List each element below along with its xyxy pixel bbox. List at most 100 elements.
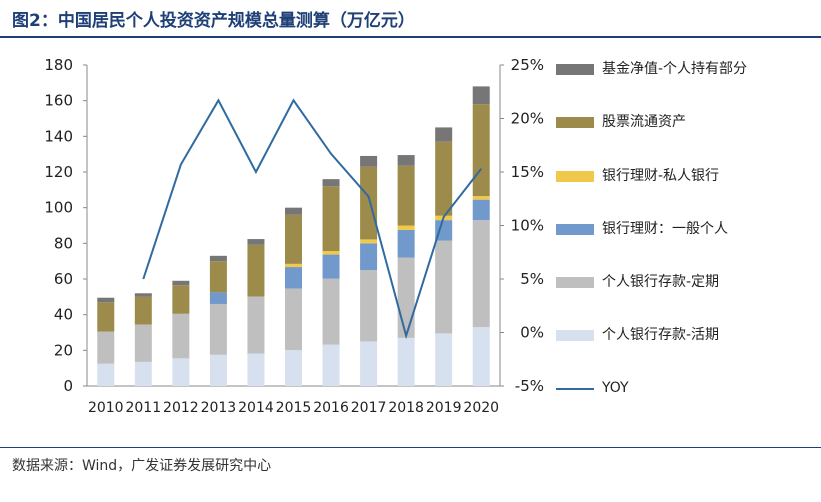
- bar-segment: [397, 225, 415, 230]
- bar-segment: [97, 297, 115, 303]
- page-title: 图2：中国居民个人投资资产规模总量测算（万亿元）: [12, 11, 415, 31]
- legend-label: 银行理财：一般个人: [602, 221, 728, 237]
- bar-segment: [285, 267, 302, 289]
- bar-segment: [209, 292, 227, 304]
- bar-segment: [285, 207, 302, 215]
- y-right-tick-label: 25%: [511, 56, 544, 74]
- bar-segment: [472, 220, 490, 328]
- bar-segment: [360, 243, 378, 271]
- x-tick-label: 2013: [201, 400, 237, 416]
- x-tick-label: 2010: [88, 400, 124, 416]
- y-right-tick-label: 15%: [511, 163, 544, 181]
- bar-segment: [247, 244, 265, 297]
- legend-swatch: [556, 277, 594, 288]
- bar-segment: [209, 303, 227, 355]
- bar-segment: [435, 141, 453, 216]
- legend-swatch: [556, 117, 594, 128]
- bar-segment: [97, 302, 115, 332]
- bar-segment: [397, 337, 415, 386]
- bar-segment: [360, 239, 378, 244]
- bar-segment: [397, 165, 415, 226]
- legend-label: 股票流通资产: [602, 114, 686, 130]
- legend-line-swatch: [556, 388, 594, 390]
- bar-segment: [435, 127, 453, 142]
- legend-label: 基金净值-个人持有部分: [602, 61, 748, 77]
- bar-segment: [285, 263, 302, 268]
- bar-segment: [435, 240, 453, 334]
- bar-segment: [172, 313, 190, 359]
- bar-segment: [172, 285, 190, 314]
- legend-label: 银行理财-私人银行: [602, 168, 720, 184]
- bar-segment: [322, 278, 340, 345]
- bar-segment: [360, 166, 378, 240]
- bar-segment: [472, 104, 490, 197]
- bar-segment: [247, 353, 265, 386]
- bar-segment: [247, 239, 265, 245]
- legend-swatch: [556, 330, 594, 341]
- footer-divider: [0, 447, 821, 448]
- bar-segment: [322, 254, 340, 279]
- bar-segment: [209, 354, 227, 386]
- bar-segment: [360, 155, 378, 167]
- x-tick-label: 2014: [238, 400, 274, 416]
- y-left-tick-label: 20: [54, 341, 73, 359]
- y-left-tick-label: 100: [44, 199, 73, 217]
- bar-segment: [172, 358, 190, 386]
- bar-segment: [285, 214, 302, 264]
- bar-segment: [472, 199, 490, 221]
- y-left-tick-label: 0: [63, 377, 73, 395]
- title-bar: 图2：中国居民个人投资资产规模总量测算（万亿元）: [0, 0, 821, 38]
- bar-segment: [97, 331, 115, 364]
- bar-segment: [209, 261, 227, 293]
- legend-label: 个人银行存款-定期: [602, 274, 720, 290]
- y-left-tick-label: 40: [54, 306, 73, 324]
- x-tick-label: 2012: [163, 400, 199, 416]
- x-tick-label: 2020: [463, 400, 499, 416]
- bar-segment: [322, 179, 340, 187]
- y-right-tick-label: 10%: [511, 217, 544, 235]
- bar-segment: [360, 270, 378, 342]
- bar-segment: [435, 333, 453, 386]
- bar-segment: [397, 155, 415, 166]
- bar-segment: [397, 229, 415, 258]
- bar-segment: [285, 288, 302, 350]
- bar-segment: [472, 327, 490, 386]
- x-tick-label: 2019: [426, 400, 462, 416]
- legend-swatch: [556, 224, 594, 235]
- y-left-tick-label: 160: [44, 92, 73, 110]
- bar-segment: [472, 86, 490, 105]
- bar-segment: [134, 293, 152, 297]
- data-source-note: 数据来源：Wind，广发证券发展研究中心: [12, 458, 272, 474]
- legend-swatch: [556, 171, 594, 182]
- y-left-tick-label: 140: [44, 127, 73, 145]
- bar-segment: [322, 251, 340, 255]
- y-left-tick-label: 60: [54, 270, 73, 288]
- x-tick-label: 2015: [276, 400, 312, 416]
- y-right-tick-label: 5%: [520, 270, 544, 288]
- y-right-tick-label: -5%: [515, 377, 544, 395]
- y-right-tick-label: 0%: [520, 324, 544, 342]
- legend-swatch: [556, 64, 594, 75]
- bar-segment: [209, 255, 227, 262]
- bar-segment: [172, 280, 190, 286]
- y-left-tick-label: 180: [44, 56, 73, 74]
- bar-segment: [134, 324, 152, 362]
- bar-segment: [134, 296, 152, 325]
- bar-segment: [435, 220, 453, 241]
- x-tick-label: 2016: [313, 400, 349, 416]
- bar-segment: [322, 344, 340, 386]
- y-left-tick-label: 120: [44, 163, 73, 181]
- yoy-line: [142, 98, 483, 340]
- x-tick-label: 2018: [388, 400, 424, 416]
- bar-segment: [322, 186, 340, 252]
- x-tick-label: 2017: [351, 400, 387, 416]
- legend-label: 个人银行存款-活期: [602, 327, 720, 343]
- y-right-tick-label: 20%: [511, 110, 544, 128]
- bar-segment: [247, 296, 265, 354]
- x-tick-label: 2011: [125, 400, 161, 416]
- bar-segment: [285, 349, 302, 386]
- legend-label: YOY: [602, 380, 629, 396]
- bar-segment: [97, 363, 115, 386]
- bar-segment: [397, 257, 415, 338]
- y-left-tick-label: 80: [54, 234, 73, 252]
